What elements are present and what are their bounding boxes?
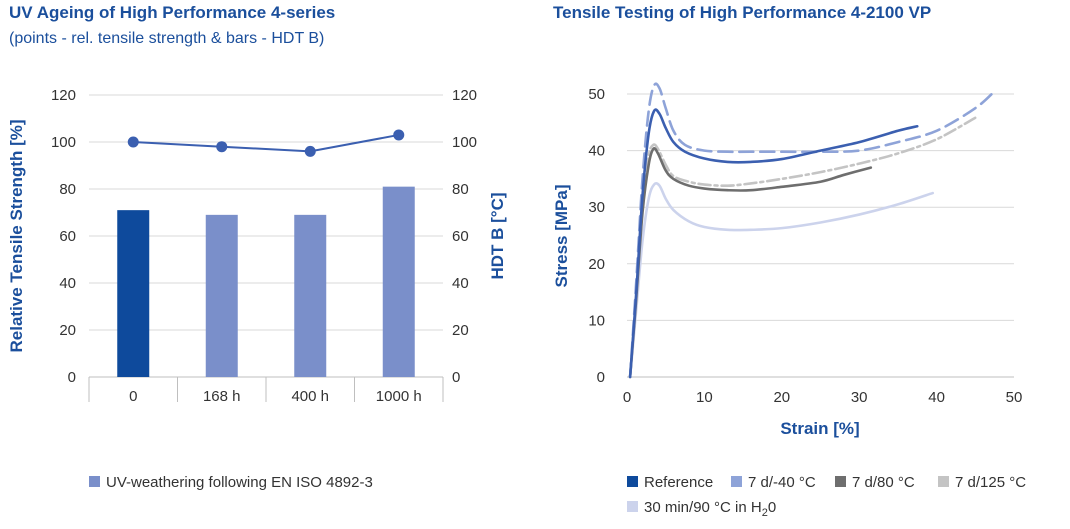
y-tick-label: 20: [588, 256, 605, 273]
hdt-bar: [117, 210, 150, 377]
y-tick-label: 0: [597, 369, 605, 386]
x-tick-label: 10: [696, 389, 713, 406]
x-tick-label: 0: [129, 388, 137, 405]
legend-swatch: [938, 476, 949, 487]
x-tick-label: 30: [851, 389, 868, 406]
x-tick-label: 40: [928, 389, 945, 406]
legend-label: 7 d/-40 °C: [748, 474, 816, 491]
legend-label: 7 d/80 °C: [852, 474, 915, 491]
y-tick-label: 50: [588, 86, 605, 103]
y2-axis-title: HDT B [°C]: [488, 192, 507, 279]
legend-swatch: [627, 501, 638, 512]
y-tick-label: 10: [588, 312, 605, 329]
left-chart: 0 20 40 60 80 100 120 0 20 40 60 80 100 120 0 168 h 400 …: [7, 87, 507, 405]
legend-swatch: [835, 476, 846, 487]
legend-label: Reference: [644, 474, 713, 491]
x-tick-label: 50: [1006, 389, 1023, 406]
y-axis-title: Relative Tensile Strength [%]: [7, 119, 26, 352]
stress-strain-curve: [628, 108, 919, 379]
y-tick-label: 30: [588, 199, 605, 216]
left-chart-title: UV Ageing of High Performance 4-series: [9, 3, 336, 22]
x-tick-label: 168 h: [203, 388, 241, 405]
y-tick-label: 20: [59, 322, 76, 339]
y2-tick-label: 120: [452, 87, 477, 104]
y-tick-label: 100: [51, 134, 76, 151]
stress-strain-curve: [628, 182, 935, 379]
legend-swatch: [89, 476, 100, 487]
left-chart-subtitle: (points - rel. tensile strength & bars -…: [9, 30, 325, 47]
tensile-strength-line: [133, 133, 399, 153]
y2-tick-label: 80: [452, 181, 469, 198]
y2-tick-label: 100: [452, 134, 477, 151]
tensile-strength-point: [127, 136, 139, 148]
legend-swatch: [627, 476, 638, 487]
right-chart-title: Tensile Testing of High Performance 4-21…: [553, 3, 932, 22]
tensile-strength-point: [304, 145, 316, 157]
hdt-bar: [382, 186, 415, 377]
legends: UV-weathering following EN ISO 4892-3 Ref…: [89, 474, 1026, 519]
y-tick-label: 40: [588, 143, 605, 160]
x-axis-title: Strain [%]: [780, 419, 859, 438]
x-tick-label: 400 h: [291, 388, 329, 405]
y-tick-label: 40: [59, 275, 76, 292]
x-tick-label: 1000 h: [376, 388, 422, 405]
y-tick-label: 120: [51, 87, 76, 104]
y2-tick-label: 20: [452, 322, 469, 339]
stress-strain-curve: [628, 116, 977, 379]
y-tick-label: 0: [68, 369, 76, 386]
y-tick-label: 60: [59, 228, 76, 245]
legend-label: 7 d/125 °C: [955, 474, 1026, 491]
legend-swatch: [731, 476, 742, 487]
y2-tick-label: 0: [452, 369, 460, 386]
y2-tick-label: 40: [452, 275, 469, 292]
tensile-strength-point: [216, 141, 228, 153]
legend-label: 30 min/90 °C in H20: [644, 499, 776, 519]
y-tick-label: 80: [59, 181, 76, 198]
stress-strain-curve: [628, 82, 996, 379]
hdt-bar: [294, 214, 327, 377]
y2-tick-label: 60: [452, 228, 469, 245]
x-tick-label: 20: [773, 389, 790, 406]
stress-strain-curve: [628, 147, 873, 379]
legend-label: UV-weathering following EN ISO 4892-3: [106, 474, 373, 491]
right-chart: 0 10 20 30 40 50 0 10 20 30 40 50 Stress [MPa] Strain…: [552, 82, 1023, 438]
hdt-bar: [205, 214, 238, 377]
y-axis-title: Stress [MPa]: [552, 185, 571, 288]
x-tick-label: 0: [623, 389, 631, 406]
tensile-strength-point: [393, 129, 405, 141]
